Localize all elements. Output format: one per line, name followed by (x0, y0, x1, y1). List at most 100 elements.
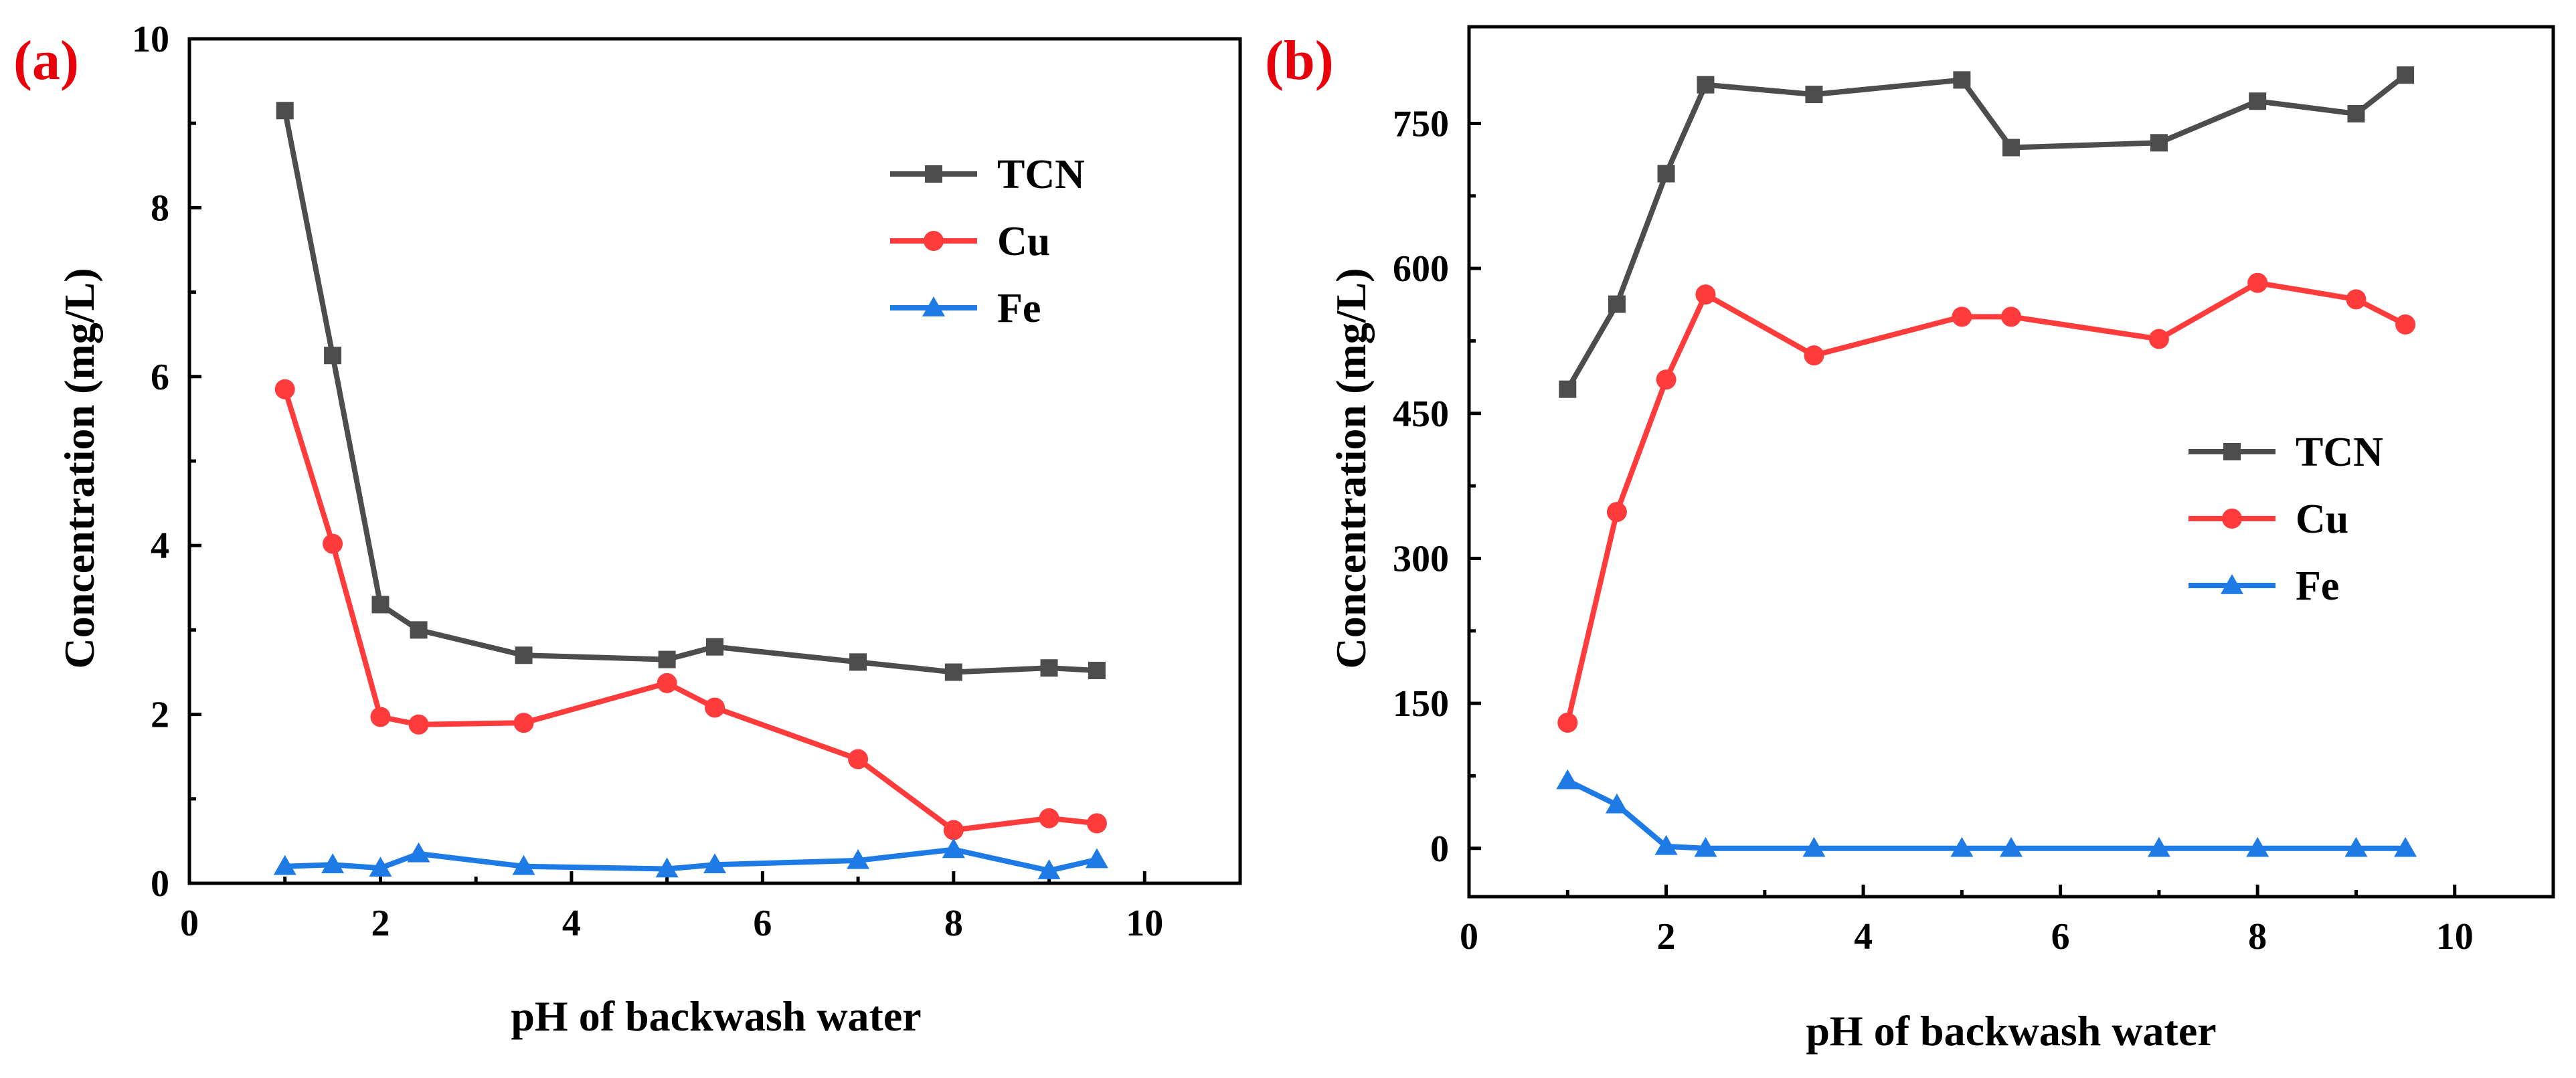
x-tick-label: 4 (1854, 916, 1873, 958)
data-point-cu (1039, 808, 1059, 828)
series-line-cu (282, 388, 1098, 833)
x-tick-label: 4 (562, 903, 581, 944)
data-point-fe (847, 848, 870, 869)
data-point-fe (273, 855, 296, 875)
data-point-tcn (410, 621, 428, 639)
y-axis-label: Concentration (mg/L) (1327, 268, 1375, 668)
legend-label-fe: Fe (997, 286, 1041, 331)
data-point-cu (2001, 306, 2021, 327)
data-point-fe (2344, 836, 2368, 857)
chart-panel-b: (b) 0 2 4 6 8 10 0 150 300 450 600 750 TCN Cu Fe pH o… (1265, 25, 2555, 1055)
data-point-tcn (2150, 134, 2168, 152)
legend: TCN Cu Fe (2188, 430, 2383, 609)
data-point-tcn (706, 638, 723, 656)
legend-marker-cu (924, 231, 944, 251)
x-tick-label: 10 (1126, 903, 1163, 944)
data-point-tcn (849, 653, 867, 671)
x-tick-label: 6 (2051, 916, 2070, 958)
y-tick-label: 0 (151, 863, 169, 905)
data-point-tcn (1040, 659, 1058, 677)
data-point-tcn (1805, 86, 1823, 104)
data-point-fe (1950, 836, 1974, 857)
legend-marker-fe (922, 296, 945, 317)
y-tick-label: 8 (151, 187, 169, 229)
legend-label-cu: Cu (2296, 497, 2348, 542)
data-point-fe (655, 857, 679, 878)
legend: TCN Cu Fe (890, 152, 1085, 331)
data-point-tcn (944, 663, 962, 681)
data-point-fe (2000, 836, 2023, 857)
data-point-fe (2394, 836, 2417, 857)
legend-marker-fe (2221, 574, 2243, 594)
panel-label: (a) (13, 29, 79, 92)
data-point-cu (1606, 502, 1627, 523)
y-tick-label: 150 (1393, 683, 1449, 725)
series-layer (273, 102, 1108, 879)
data-point-cu (1557, 713, 1578, 733)
data-point-tcn (1657, 165, 1675, 183)
series-line-tcn (1565, 73, 2407, 391)
legend-marker-cu (2222, 509, 2242, 529)
data-point-cu (2395, 314, 2416, 335)
data-point-tcn (1697, 76, 1715, 94)
legend-label-fe: Fe (2296, 563, 2339, 609)
y-tick-label: 6 (151, 357, 169, 398)
data-point-fe (369, 857, 392, 877)
legend-label-tcn: TCN (2296, 430, 2383, 475)
y-tick-label: 600 (1393, 248, 1449, 290)
data-point-cu (1952, 306, 1972, 327)
data-point-fe (1037, 859, 1061, 879)
x-tick-label: 8 (2248, 916, 2267, 958)
legend-label-tcn: TCN (997, 152, 1085, 197)
data-point-cu (513, 713, 534, 733)
y-tick-label: 0 (1430, 828, 1449, 870)
data-point-tcn (371, 596, 390, 614)
data-point-fe (1802, 836, 1826, 857)
data-point-tcn (1088, 661, 1106, 679)
data-point-tcn (515, 646, 533, 664)
data-point-fe (1605, 793, 1628, 814)
data-point-tcn (1953, 71, 1971, 89)
axis-ticks: 0 2 4 6 8 10 0 2 4 6 8 10 (132, 19, 1163, 944)
x-tick-label: 2 (1657, 916, 1676, 958)
x-tick-label: 10 (2436, 916, 2474, 958)
data-point-cu (370, 707, 391, 727)
y-tick-label: 750 (1393, 103, 1449, 145)
axis-ticks: 0 2 4 6 8 10 0 150 300 450 600 750 (1393, 103, 2474, 958)
series-line-cu (1565, 280, 2407, 723)
x-tick-label: 2 (371, 903, 390, 944)
y-axis-label: Concentration (mg/L) (56, 268, 103, 668)
data-point-cu (323, 533, 343, 554)
x-tick-label: 6 (753, 903, 772, 944)
data-point-tcn (324, 347, 342, 365)
data-point-fe (1654, 834, 1678, 855)
y-tick-label: 300 (1393, 538, 1449, 579)
x-tick-label: 8 (944, 903, 963, 944)
series-line-fe (284, 846, 1098, 874)
y-tick-label: 2 (151, 695, 169, 736)
y-tick-label: 4 (151, 525, 169, 567)
y-tick-label: 450 (1393, 393, 1449, 435)
data-point-cu (1656, 369, 1677, 390)
data-point-tcn (2347, 105, 2365, 122)
x-tick-label: 0 (1460, 916, 1478, 958)
data-point-cu (1804, 345, 1824, 366)
data-point-fe (942, 838, 965, 859)
data-point-cu (1086, 813, 1107, 834)
legend-label-cu: Cu (997, 219, 1050, 264)
data-point-fe (2147, 836, 2170, 857)
data-point-fe (1556, 769, 1579, 790)
chart-panel-a: (a) 0 2 4 6 8 10 0 2 4 6 8 10 TCN Cu Fe pH of backwas… (13, 19, 1242, 1040)
data-point-cu (1695, 284, 1716, 305)
data-point-fe (321, 853, 345, 873)
panel-label: (b) (1265, 29, 1334, 92)
data-point-fe (407, 842, 430, 863)
legend-marker-tcn (925, 165, 942, 183)
data-point-fe (512, 855, 535, 875)
x-axis-label: pH of backwash water (511, 992, 921, 1040)
data-point-cu (2247, 272, 2268, 293)
data-point-fe (1694, 836, 1717, 857)
data-point-cu (274, 379, 295, 399)
data-point-fe (703, 853, 726, 873)
